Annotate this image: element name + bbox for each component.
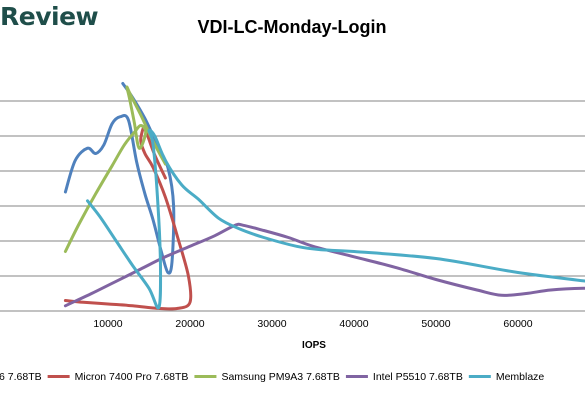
legend-label-0: 6 7.68TB	[0, 371, 42, 383]
series-line-1	[63, 125, 193, 311]
x-tick-label-1: 20000	[175, 318, 204, 330]
series-line-2	[63, 85, 167, 253]
x-tick-label-2: 30000	[257, 318, 286, 330]
x-tick-label-3: 40000	[339, 318, 368, 330]
x-tick-label-0: 10000	[93, 318, 122, 330]
x-tick-label-5: 60000	[503, 318, 532, 330]
series-line-4	[86, 128, 585, 310]
legend-label-1: Micron 7400 Pro 7.68TB	[75, 371, 189, 383]
legend-label-3: Intel P5510 7.68TB	[373, 371, 463, 383]
gridlines	[0, 100, 585, 277]
chart-title: VDI-LC-Monday-Login	[198, 17, 387, 37]
plot-area	[0, 82, 585, 312]
x-axis-label: IOPS	[302, 340, 326, 351]
x-tick-label-4: 50000	[421, 318, 450, 330]
series-line-3	[63, 222, 585, 308]
brand-logo: Review	[0, 2, 99, 31]
legend-label-2: Samsung PM9A3 7.68TB	[221, 371, 339, 383]
x-axis-ticks: 10000200003000040000500006000070000	[93, 318, 532, 330]
legend-label-4: Memblaze	[496, 371, 545, 383]
series-group	[63, 82, 585, 311]
legend: 6 7.68TB Micron 7400 Pro 7.68TB Samsung PM…	[0, 371, 544, 383]
